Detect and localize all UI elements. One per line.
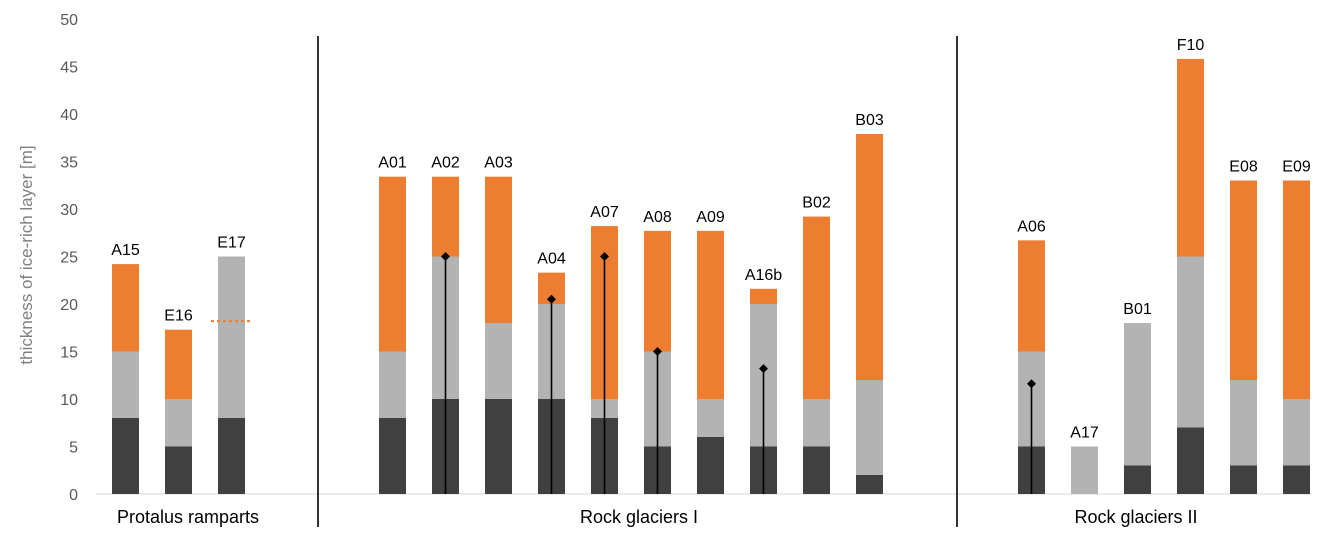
bar-segment-light <box>112 351 139 418</box>
y-axis-label: thickness of ice-rich layer [m] <box>17 145 36 364</box>
bar-segment-dark <box>379 418 406 494</box>
bar-segment-orange <box>856 133 883 380</box>
bar-segment-light <box>1177 256 1204 428</box>
bar-label: A04 <box>537 251 566 268</box>
bar-segment-dark <box>803 446 830 494</box>
bar-label: A17 <box>1070 425 1099 442</box>
bar-segment-dark <box>856 475 883 494</box>
bar-segment-light <box>485 323 512 399</box>
borehole-marker <box>653 347 662 356</box>
bar-label: E17 <box>217 235 246 252</box>
y-tick-label: 5 <box>69 440 78 457</box>
bar-segment-light <box>1071 446 1098 494</box>
bar-label: A15 <box>111 242 140 259</box>
borehole-marker <box>1027 379 1036 389</box>
bar-segment-orange <box>697 230 724 399</box>
bar-label: F10 <box>1177 37 1205 54</box>
y-tick-label: 35 <box>60 155 78 172</box>
bar-segment-light <box>218 256 245 418</box>
bar-segment-orange <box>165 329 192 399</box>
bar-label: B02 <box>802 195 831 212</box>
bar-label: E08 <box>1229 159 1258 176</box>
bar-segment-dark <box>218 418 245 494</box>
bar-segment-orange <box>432 176 459 257</box>
bar-segment-light <box>1283 399 1310 466</box>
bar-segment-light <box>697 399 724 437</box>
bar-segment-orange <box>1177 58 1204 257</box>
bar-segment-dark <box>697 437 724 494</box>
bar-segment-orange <box>1018 240 1045 352</box>
y-tick-label: 15 <box>60 345 78 362</box>
bar-segment-orange <box>1230 180 1257 380</box>
bar-segment-light <box>165 399 192 447</box>
y-tick-label: 45 <box>60 60 78 77</box>
group-labels-layer: Protalus ramparts Rock glaciers I Rock gla… <box>117 507 1198 527</box>
bar-label: A08 <box>643 209 672 226</box>
borehole-marker <box>759 364 768 374</box>
bar-label: A01 <box>378 155 407 172</box>
bar-label: A06 <box>1017 218 1046 235</box>
bar-segment-dark <box>165 446 192 494</box>
bar-segment-dark <box>1283 465 1310 494</box>
bar-label: A02 <box>431 155 460 172</box>
group-label: Protalus ramparts <box>117 507 259 527</box>
markers-layer <box>211 252 1036 494</box>
bar-labels-layer: A15 E16 E17 A01 A02 A03 A04 A07 A08 A09 A16b B02 B03… <box>111 37 1311 442</box>
bar-segment-orange <box>1283 180 1310 399</box>
y-tick-label: 40 <box>60 107 78 124</box>
bar-label: A16b <box>745 267 782 284</box>
bar-label: E16 <box>164 308 193 325</box>
bar-label: A09 <box>696 209 725 226</box>
bar-segment-dark <box>1230 465 1257 494</box>
y-tick-label: 50 <box>60 12 78 29</box>
bar-segment-orange <box>750 288 777 304</box>
bar-label: B03 <box>855 112 884 129</box>
y-tick-label: 10 <box>60 392 78 409</box>
bar-label: A07 <box>590 204 619 221</box>
y-tick-label: 25 <box>60 250 78 267</box>
y-axis: 0 5 10 15 20 25 30 35 40 45 50 <box>60 12 1312 527</box>
bar-label: A03 <box>484 155 513 172</box>
y-tick-label: 20 <box>60 297 78 314</box>
bar-segment-orange <box>112 264 139 352</box>
bar-segment-orange <box>644 230 671 352</box>
bar-segment-orange <box>379 176 406 352</box>
bar-segment-light <box>1230 380 1257 466</box>
bar-segment-dark <box>485 399 512 494</box>
bar-segment-dark <box>1177 427 1204 494</box>
bar-segment-orange <box>803 216 830 399</box>
group-label: Rock glaciers I <box>580 507 698 527</box>
bar-segment-dark <box>112 418 139 494</box>
bar-segment-orange <box>485 176 512 323</box>
bar-label: B01 <box>1123 301 1152 318</box>
bar-segment-light <box>856 380 883 475</box>
y-tick-label: 0 <box>69 487 78 504</box>
bar-segment-light <box>379 351 406 418</box>
bars-layer <box>112 58 1310 494</box>
borehole-marker <box>547 294 556 304</box>
borehole-marker <box>441 252 450 261</box>
bar-segment-dark <box>1124 465 1151 494</box>
bar-segment-light <box>1124 323 1151 466</box>
y-tick-label: 30 <box>60 202 78 219</box>
borehole-marker <box>600 252 609 261</box>
bar-label: E09 <box>1282 159 1311 176</box>
bar-segment-light <box>803 399 830 447</box>
group-label: Rock glaciers II <box>1074 507 1197 527</box>
